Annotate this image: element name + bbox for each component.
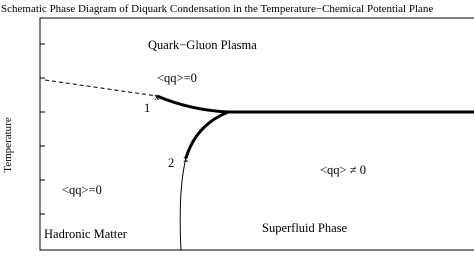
phase-boundary — [184, 110, 229, 159]
region-label: <qq>=0 — [157, 71, 197, 85]
second-order-line — [179, 157, 187, 251]
point-label: 1 — [144, 101, 150, 115]
region-label: Quark−Gluon Plasma — [148, 38, 257, 52]
y-axis-label: Temperature — [2, 117, 14, 173]
point-label: 2 — [168, 156, 174, 170]
region-label: Superfluid Phase — [262, 221, 348, 235]
crossover-line — [44, 79, 158, 97]
first-order-line — [156, 94, 474, 114]
region-label: Hadronic Matter — [44, 227, 128, 241]
region-label: <qq>=0 — [62, 183, 102, 197]
axis-ticks — [40, 43, 45, 215]
region-label: <qq> ≠ 0 — [320, 163, 366, 177]
plot-frame — [39, 17, 474, 251]
title: Schematic Phase Diagram of Diquark Conde… — [1, 3, 433, 15]
point-marker: x — [183, 153, 189, 165]
point-marker: x — [154, 91, 160, 103]
